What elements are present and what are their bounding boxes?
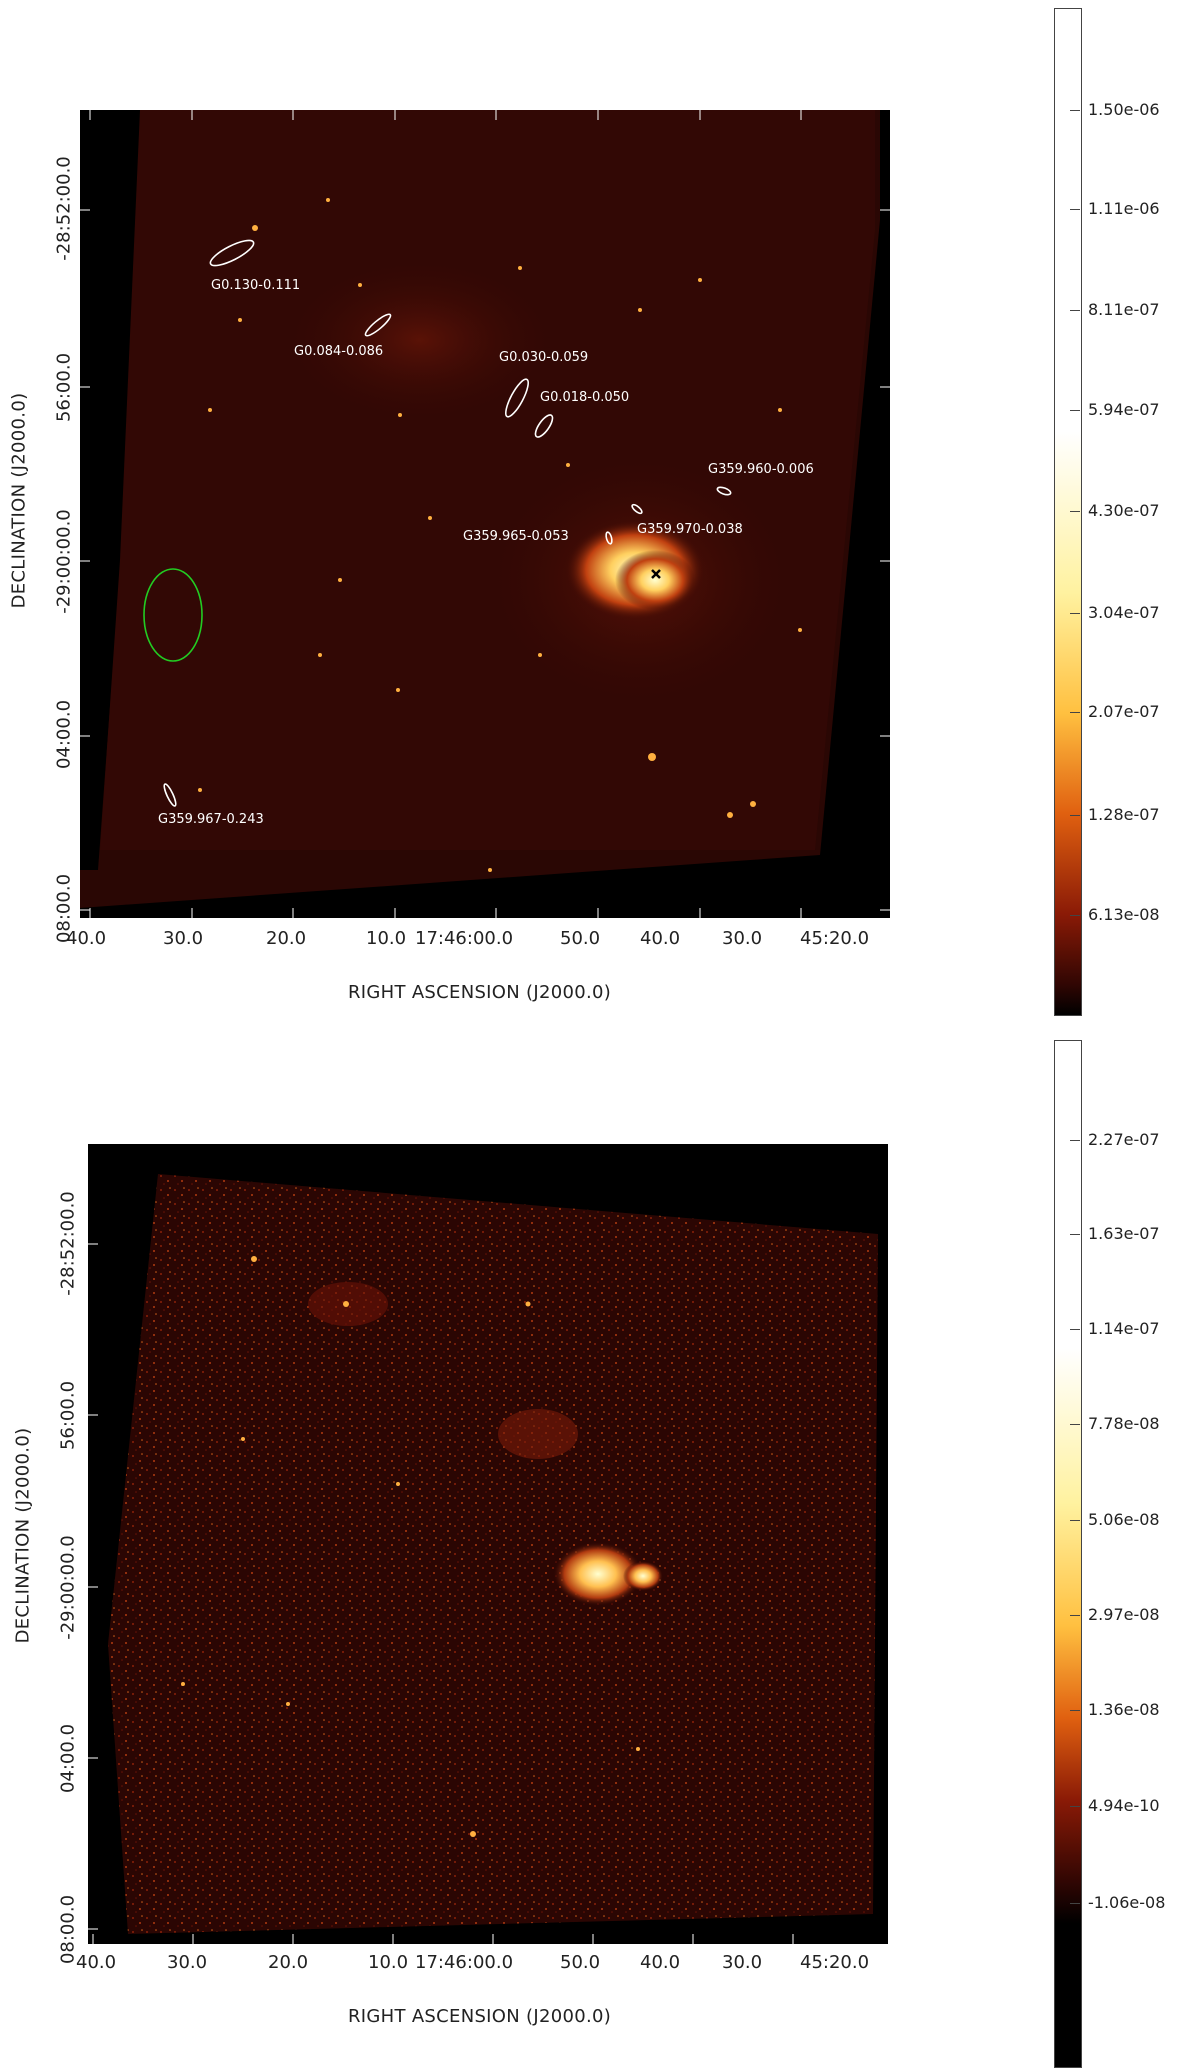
source-label: G0.130-0.111	[211, 278, 301, 293]
colorbar-label: 5.06e-08	[1088, 1510, 1160, 1529]
region-g359-967	[163, 783, 177, 807]
x-tick-label: 40.0	[640, 928, 681, 949]
x-tick-label: 40.0	[76, 1952, 117, 1973]
colorbar-tick	[1070, 511, 1080, 512]
x-axis-title: RIGHT ASCENSION (J2000.0)	[348, 982, 612, 1003]
point-sources	[198, 198, 802, 872]
colorbar-tick	[1070, 1424, 1080, 1425]
y-axis-title: DECLINATION (J2000.0)	[8, 392, 30, 609]
x-tick-label: 20.0	[268, 1952, 309, 1973]
region-g0-130	[209, 239, 255, 267]
source-label: G0.018-0.050	[540, 390, 630, 405]
colorbar-tick	[1070, 1806, 1080, 1807]
top-image: G0.130-0.111 G0.084-0.086 G0.030-0.059 G…	[80, 110, 890, 920]
x-tick-label: 10.0	[368, 1952, 409, 1973]
colorbar-label: 7.78e-08	[1088, 1414, 1160, 1433]
x-tick-label: 50.0	[560, 928, 601, 949]
y-tick-label: 08:00.0	[53, 873, 75, 944]
colorbar-tick	[1070, 1329, 1080, 1330]
colorbar-label: 1.14e-07	[1088, 1319, 1160, 1338]
x-tick-label: 40.0	[66, 928, 107, 949]
colorbar-tick	[1070, 815, 1080, 816]
source-label: G0.084-0.086	[294, 344, 384, 359]
y-axis-title: DECLINATION (J2000.0)	[12, 1427, 34, 1644]
top-panel: G0.130-0.111 G0.084-0.086 G0.030-0.059 G…	[8, 8, 1160, 1016]
source-label: G359.965-0.053	[463, 529, 569, 544]
top-edge-ticks	[80, 110, 890, 918]
colorbar-tick	[1070, 613, 1080, 614]
source-label: G359.970-0.038	[637, 522, 743, 537]
region-g359-970	[631, 503, 643, 515]
colorbar-tick	[1070, 1615, 1080, 1616]
colorbar-label: 8.11e-07	[1088, 300, 1160, 319]
colorbar-tick	[1070, 1903, 1080, 1904]
x-tick-label: 17:46:00.0	[415, 1952, 514, 1973]
colorbar-tick	[1070, 1520, 1080, 1521]
colorbar-label: 6.13e-08	[1088, 905, 1160, 924]
colorbar-tick	[1070, 110, 1080, 111]
colorbar-label: 1.36e-08	[1088, 1700, 1160, 1719]
region-g0-018	[534, 414, 554, 438]
cross-marker	[651, 569, 661, 579]
bottom-edge-ticks	[88, 1243, 794, 1944]
y-tick-label: 04:00.0	[57, 1723, 79, 1794]
x-tick-label: 45:20.0	[800, 928, 870, 949]
y-tick-label: 04:00.0	[53, 699, 75, 770]
y-tick-label: -29:00:00.0	[57, 1535, 79, 1640]
colorbar-label: 4.30e-07	[1088, 501, 1160, 520]
colorbar-label: 2.97e-08	[1088, 1605, 1160, 1624]
x-tick-label: 50.0	[560, 1952, 601, 1973]
x-tick-label: 30.0	[163, 928, 204, 949]
colorbar-label: 1.63e-07	[1088, 1224, 1160, 1243]
bottom-image	[88, 1144, 888, 1944]
top-colorbar	[1054, 8, 1082, 1016]
x-tick-label: 30.0	[722, 928, 763, 949]
x-tick-label: 20.0	[266, 928, 307, 949]
colorbar-tick	[1070, 1234, 1080, 1235]
x-axis-title: RIGHT ASCENSION (J2000.0)	[348, 2006, 612, 2027]
region-g359-960	[716, 486, 732, 496]
colorbar-tick	[1070, 1140, 1080, 1141]
x-tick-label: 45:20.0	[800, 1952, 870, 1973]
colorbar-label: 1.50e-06	[1088, 100, 1160, 119]
x-tick-label: 10.0	[366, 928, 407, 949]
bottom-colorbar	[1054, 1040, 1082, 2068]
colorbar-tick	[1070, 1710, 1080, 1711]
green-region	[143, 568, 203, 662]
x-tick-label: 17:46:00.0	[415, 928, 514, 949]
bottom-panel: -28:52:00.0 56:00.0 -29:00:00.0 04:00.0 …	[0, 1040, 1200, 2069]
source-regions	[163, 239, 732, 807]
colorbar-label: 4.94e-10	[1088, 1796, 1160, 1815]
colorbar-label: 1.11e-06	[1088, 199, 1160, 218]
region-g0-030	[505, 378, 529, 418]
colorbar-tick	[1070, 712, 1080, 713]
colorbar-tick	[1070, 410, 1080, 411]
y-tick-label: -28:52:00.0	[53, 156, 75, 261]
colorbar-label: -1.06e-08	[1088, 1893, 1166, 1912]
region-g0-084	[364, 313, 392, 337]
y-tick-label: 56:00.0	[57, 1380, 79, 1451]
colorbar-tick	[1070, 915, 1080, 916]
point-sources	[181, 1256, 640, 1837]
y-tick-label: -29:00:00.0	[53, 509, 75, 614]
colorbar-label: 5.94e-07	[1088, 400, 1160, 419]
y-tick-label: -28:52:00.0	[57, 1191, 79, 1296]
colorbar-tick	[1070, 310, 1080, 311]
colorbar-label: 3.04e-07	[1088, 603, 1160, 622]
exposure-field	[108, 1174, 878, 1934]
source-label: G359.967-0.243	[158, 812, 264, 827]
source-label: G359.960-0.006	[708, 462, 814, 477]
source-label: G0.030-0.059	[499, 350, 589, 365]
y-tick-label: 56:00.0	[53, 352, 75, 423]
colorbar-label: 2.07e-07	[1088, 702, 1160, 721]
colorbar-tick	[1070, 209, 1080, 210]
colorbar-label: 1.28e-07	[1088, 805, 1160, 824]
top-image-svg	[80, 110, 890, 920]
colorbar-label: 2.27e-07	[1088, 1130, 1160, 1149]
x-tick-label: 30.0	[167, 1952, 208, 1973]
region-g359-965	[605, 531, 613, 545]
x-tick-label: 40.0	[640, 1952, 681, 1973]
bottom-image-svg	[88, 1144, 888, 1944]
x-tick-label: 30.0	[722, 1952, 763, 1973]
